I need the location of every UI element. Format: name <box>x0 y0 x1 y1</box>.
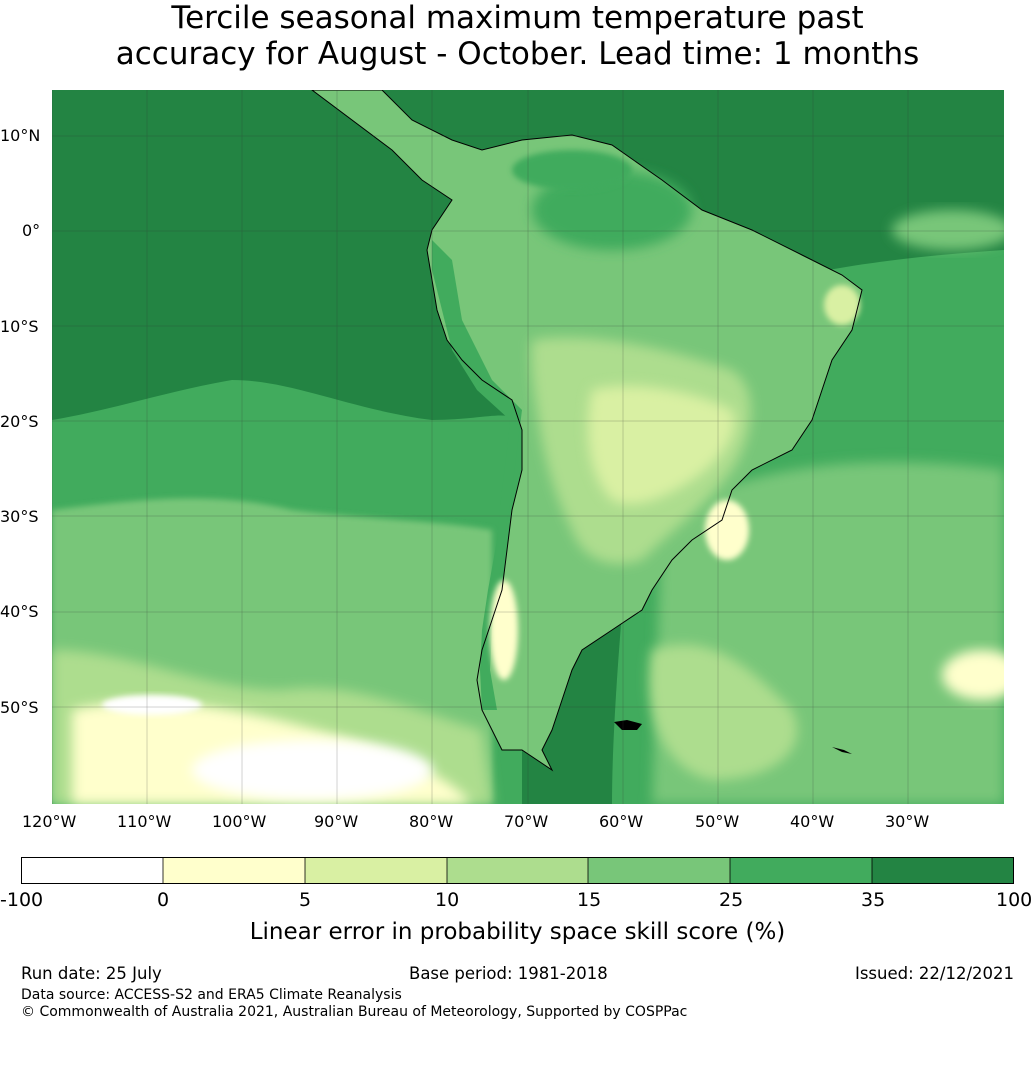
colorbar-tick-minus100: -100 <box>0 889 44 911</box>
south-pacific-white <box>192 740 432 800</box>
lat-label-40s: 40°S <box>0 602 39 621</box>
lat-label-0: 0° <box>22 221 41 240</box>
lat-label-10s: 10°S <box>0 317 39 336</box>
lon-label-30w: 30°W <box>885 812 930 831</box>
colorbar-label: Linear error in probability space skill … <box>249 919 786 945</box>
map-title: Tercile seasonal maximum temperature pas… <box>0 0 1035 72</box>
colorbar-tick-25: 25 <box>719 889 744 911</box>
colorbar-tick-0: 0 <box>157 889 170 911</box>
colorbar-segment-2 <box>163 857 305 884</box>
lat-label-10n: 10°N <box>0 126 41 145</box>
south-pacific-white-2 <box>102 695 202 715</box>
ne-brazil-pale <box>824 285 860 325</box>
colorbar-tick-15: 15 <box>577 889 602 911</box>
colorbar-segment-1 <box>21 857 163 884</box>
central-pale-region <box>588 386 735 504</box>
south-georgia <box>832 747 852 754</box>
lon-label-120w: 120°W <box>22 812 77 831</box>
copyright-notice: © Commonwealth of Australia 2021, Austra… <box>21 1004 688 1020</box>
atlantic-pale-1 <box>649 644 798 780</box>
colorbar-tick-100: 100 <box>996 889 1033 911</box>
colorbar-segment-7 <box>872 857 1014 884</box>
graticule <box>52 90 1004 804</box>
colorbar-segment-3 <box>305 857 447 884</box>
colorbar-segment-6 <box>730 857 872 884</box>
title-line-1: Tercile seasonal maximum temperature pas… <box>171 0 864 36</box>
title-line-2: accuracy for August - October. Lead time… <box>115 36 920 72</box>
lon-label-40w: 40°W <box>790 812 835 831</box>
skill-score-map <box>52 90 1004 804</box>
data-source: Data source: ACCESS-S2 and ERA5 Climate … <box>21 987 402 1003</box>
base-period: Base period: 1981-2018 <box>409 964 608 983</box>
lon-label-70w: 70°W <box>504 812 549 831</box>
colorbar-tick-5: 5 <box>299 889 312 911</box>
lat-label-50s: 50°S <box>0 698 39 717</box>
colorbar-segment-4 <box>447 857 588 884</box>
colorbar <box>21 857 1014 884</box>
lat-label-30s: 30°S <box>0 507 39 526</box>
brazil-coast-pale <box>705 500 749 560</box>
colorbar-tick-10: 10 <box>435 889 460 911</box>
lat-label-20s: 20°S <box>0 412 39 431</box>
lon-label-50w: 50°W <box>695 812 740 831</box>
colorbar-segment-5 <box>588 857 730 884</box>
coastline <box>311 90 863 772</box>
run-date: Run date: 25 July <box>21 964 162 983</box>
lon-label-90w: 90°W <box>314 812 359 831</box>
colorbar-tick-35: 35 <box>861 889 886 911</box>
lon-label-110w: 110°W <box>117 812 172 831</box>
andes-pale-south <box>490 580 518 680</box>
northern-coast-dark <box>512 150 632 190</box>
lon-label-80w: 80°W <box>409 812 454 831</box>
andes-strip <box>432 240 522 710</box>
atlantic-pale-2 <box>942 650 1004 700</box>
falkland-islands <box>614 720 642 730</box>
atlantic-pale-3 <box>892 210 1004 250</box>
lon-label-60w: 60°W <box>599 812 644 831</box>
colorbar-outline <box>21 857 1014 884</box>
issued-date: Issued: 22/12/2021 <box>854 964 1014 983</box>
lon-label-100w: 100°W <box>212 812 267 831</box>
